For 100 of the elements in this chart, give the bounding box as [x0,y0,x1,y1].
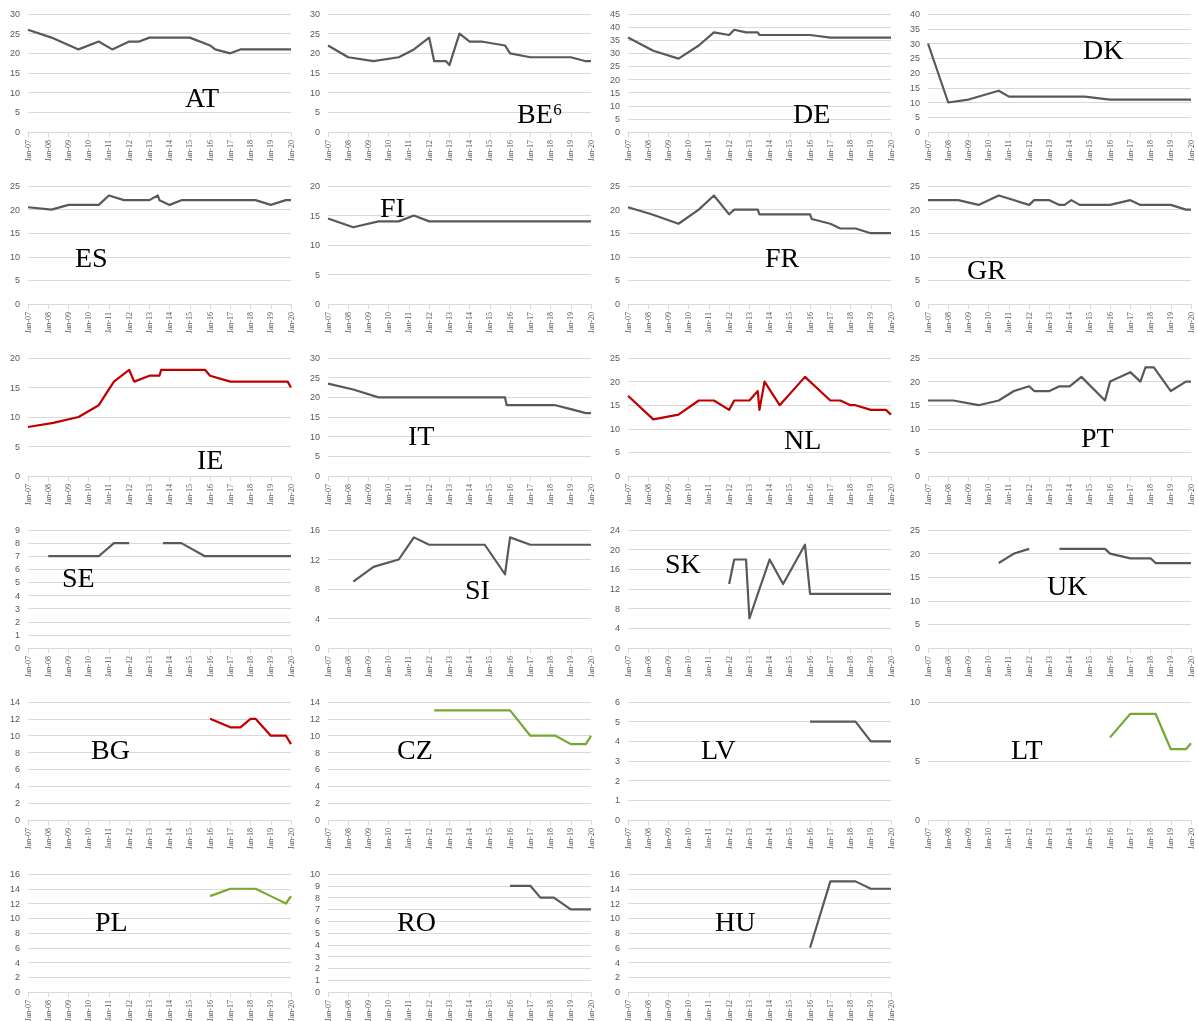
y-tick-label: 15 [909,82,920,93]
x-tick-label: Jan-16 [505,140,515,162]
x-tick-label: Jan-07 [323,1000,333,1021]
x-tick-label: Jan-11 [1004,484,1014,506]
x-tick-label: Jan-09 [63,828,73,850]
x-tick-label: Jan-15 [785,1000,795,1021]
x-tick-label: Jan-15 [185,656,195,678]
x-tick-label: Jan-20 [1186,140,1196,162]
y-tick-label: 0 [314,471,320,481]
y-tick-label: 10 [609,913,620,924]
y-tick-label: 8 [314,892,320,903]
x-tick-label: Jan-09 [663,828,673,850]
y-tick-label: 1 [314,975,320,986]
y-tick-label: 25 [309,28,320,39]
x-tick-label: Jan-08 [943,828,953,850]
x-tick-label: Jan-14 [165,656,175,678]
x-tick-label: Jan-12 [124,312,134,334]
y-tick-label: 24 [609,525,620,535]
x-tick-label: Jan-18 [846,312,856,334]
y-tick-label: 10 [9,412,20,422]
y-tick-label: 12 [309,713,320,724]
y-tick-label: 8 [314,584,320,594]
x-tick-label: Jan-16 [505,312,515,334]
x-tick-label: Jan-17 [525,484,535,506]
x-tick-label: Jan-19 [566,1000,576,1021]
y-tick-label: 12 [609,584,620,594]
x-tick-label: Jan-13 [444,1000,454,1021]
x-tick-label: Jan-09 [363,656,373,678]
x-tick-label: Jan-17 [1125,140,1135,162]
x-tick-label: Jan-12 [724,312,734,334]
x-tick-label: Jan-14 [1065,484,1075,506]
x-tick-label: Jan-20 [586,140,596,162]
y-tick-label: 0 [14,299,20,309]
x-tick-label: Jan-12 [724,828,734,850]
x-tick-label: Jan-18 [846,656,856,678]
x-tick-label: Jan-16 [805,484,815,506]
x-tick-label: Jan-12 [124,828,134,850]
x-tick-label: Jan-10 [984,484,994,506]
x-tick-label: Jan-15 [1085,312,1095,334]
x-tick-label: Jan-07 [923,140,933,162]
y-tick-label: 5 [314,107,320,118]
y-tick-label: 0 [914,471,920,481]
x-tick-label: Jan-16 [505,828,515,850]
x-tick-label: Jan-16 [805,656,815,678]
y-tick-label: 2 [14,616,20,627]
y-tick-label: 10 [609,423,620,434]
x-tick-label: Jan-17 [825,1000,835,1021]
x-tick-label: Jan-10 [984,140,994,162]
y-tick-label: 6 [14,764,20,775]
x-tick-label: Jan-12 [1024,140,1034,162]
y-tick-label: 14 [9,883,20,894]
x-tick-label: Jan-07 [23,1000,33,1021]
x-tick-label: Jan-20 [886,312,896,334]
x-tick-label: Jan-07 [623,1000,633,1021]
y-tick-label: 45 [609,9,620,19]
y-tick-label: 25 [909,181,920,191]
x-tick-label: Jan-17 [525,140,535,162]
x-tick-label: Jan-18 [246,828,256,850]
x-tick-label: Jan-18 [846,1000,856,1021]
x-tick-label: Jan-18 [546,312,556,334]
x-tick-label: Jan-07 [623,484,633,506]
y-tick-label: 10 [909,97,920,108]
x-tick-label: Jan-13 [744,312,754,334]
x-tick-label: Jan-10 [384,484,394,506]
x-tick-label: Jan-16 [205,1000,215,1021]
x-tick-label: Jan-20 [286,312,296,334]
x-tick-label: Jan-10 [684,140,694,162]
y-tick-label: 1 [14,629,20,640]
x-tick-label: Jan-12 [1024,828,1034,850]
x-tick-label: Jan-12 [424,484,434,506]
y-tick-label: 14 [9,697,20,707]
y-tick-label: 12 [9,713,20,724]
x-tick-label: Jan-13 [444,140,454,162]
x-tick-label: Jan-13 [144,1000,154,1021]
x-tick-label: Jan-15 [485,484,495,506]
x-tick-label: Jan-11 [704,828,714,850]
x-tick-label: Jan-15 [185,828,195,850]
x-tick-label: Jan-09 [963,312,973,334]
y-tick-label: 10 [309,240,320,250]
x-tick-label: Jan-11 [1004,312,1014,334]
y-tick-label: 0 [314,987,320,997]
y-tick-label: 0 [314,127,320,137]
text: PT [1081,421,1114,453]
line-series [626,28,893,60]
x-tick-label: Jan-17 [825,484,835,506]
x-tick-label: Jan-14 [765,828,775,850]
x-tick-label: Jan-10 [84,656,94,678]
x-tick-label: Jan-14 [165,1000,175,1021]
y-tick-label: 4 [314,781,320,792]
x-tick-label: Jan-13 [144,312,154,334]
x-tick-label: Jan-08 [643,828,653,850]
x-tick-label: Jan-20 [586,828,596,850]
x-tick-label: Jan-17 [1125,656,1135,678]
x-tick-label: Jan-10 [984,828,994,850]
x-tick-label: Jan-19 [266,484,276,506]
y-tick-label: 16 [609,564,620,575]
y-tick-label: 15 [9,228,20,239]
y-tick-label: 4 [14,590,20,601]
y-tick-label: 5 [914,275,920,286]
x-tick-label: Jan-20 [886,656,896,678]
